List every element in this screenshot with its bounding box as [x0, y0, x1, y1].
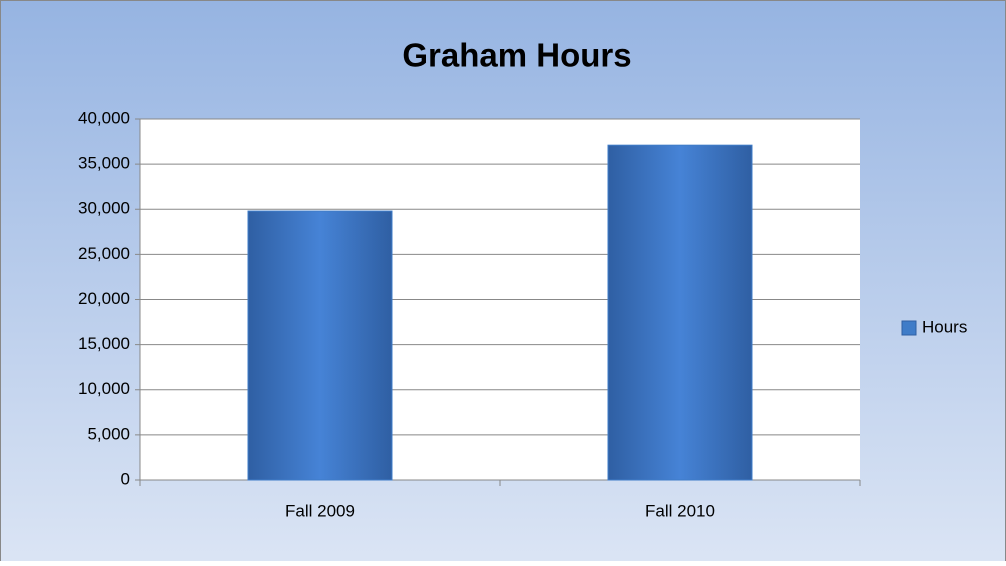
y-tick-label: 10,000 [78, 379, 130, 398]
bar [247, 210, 393, 481]
y-tick-label: 30,000 [78, 199, 130, 218]
legend-swatch [901, 320, 917, 336]
bar [607, 144, 753, 481]
y-tick-label: 20,000 [78, 289, 130, 308]
y-tick-label: 15,000 [78, 334, 130, 353]
y-tick-label: 0 [121, 469, 130, 488]
y-tick-label: 40,000 [78, 108, 130, 127]
legend-label: Hours [922, 317, 967, 336]
y-tick-label: 25,000 [78, 244, 130, 263]
x-tick-label: Fall 2009 [285, 501, 355, 520]
y-tick-label: 5,000 [87, 424, 130, 443]
chart-title: Graham Hours [402, 37, 631, 74]
x-tick-label: Fall 2010 [645, 501, 715, 520]
y-tick-label: 35,000 [78, 154, 130, 173]
